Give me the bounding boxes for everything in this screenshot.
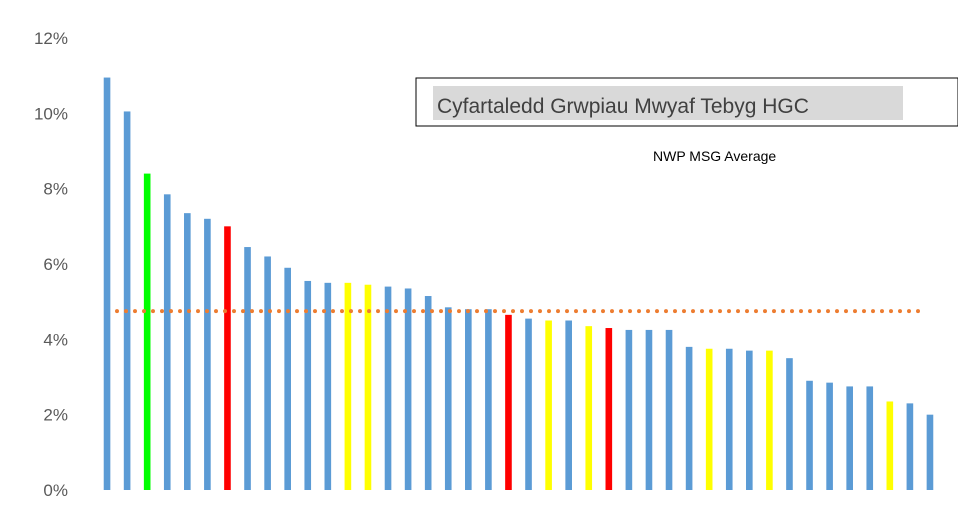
bar: [284, 267, 291, 490]
y-tick-label: 10%: [34, 104, 68, 123]
bar: [123, 111, 131, 490]
bar: [364, 284, 372, 490]
bar: [384, 286, 392, 490]
bar: [725, 348, 733, 490]
bar: [826, 382, 833, 490]
bar: [625, 329, 633, 490]
y-tick-label: 6%: [43, 255, 68, 274]
bar: [505, 314, 512, 490]
bar: [465, 309, 472, 490]
bar: [665, 329, 673, 490]
bar: [244, 247, 251, 490]
title-box: Cyfartaledd Grwpiau Mwyaf Tebyg HGC: [415, 77, 958, 127]
title-highlight: [433, 86, 903, 120]
y-tick-label: 12%: [34, 29, 68, 48]
bar: [184, 213, 191, 490]
bar: [645, 329, 653, 490]
bar: [886, 401, 894, 490]
bar: [806, 380, 813, 490]
bar: [545, 320, 552, 490]
bar: [163, 194, 171, 490]
bar: [746, 350, 753, 490]
bar: [866, 386, 874, 490]
bar: [424, 296, 432, 490]
bar: [906, 403, 914, 490]
bar: [786, 358, 793, 490]
bar: [304, 280, 312, 490]
bar: [525, 318, 532, 490]
bar: [404, 288, 412, 490]
bar: [143, 173, 151, 490]
bar: [766, 350, 773, 490]
bar: [444, 307, 452, 490]
bar: [565, 320, 572, 490]
bar: [605, 328, 613, 490]
y-tick-label: 4%: [43, 330, 68, 349]
bar: [485, 309, 492, 490]
bar: [103, 77, 111, 491]
bar: [585, 326, 593, 490]
bar: [224, 226, 231, 490]
bars-group: [103, 77, 934, 491]
bar: [685, 346, 693, 490]
bar: [344, 282, 352, 490]
bar: [204, 218, 211, 491]
bar: [846, 386, 853, 490]
y-tick-label: 2%: [43, 406, 68, 425]
y-tick-label: 0%: [43, 481, 68, 500]
bar: [264, 256, 271, 490]
bar: [705, 348, 713, 490]
bar: [926, 414, 934, 490]
bar: [324, 282, 332, 490]
legend-average-label: NWP MSG Average: [653, 148, 776, 164]
y-axis: 0% 2% 4% 6% 8% 10% 12%: [34, 29, 68, 500]
chart-title: Cyfartaledd Grwpiau Mwyaf Tebyg HGC: [437, 95, 809, 118]
y-tick-label: 8%: [43, 180, 68, 199]
